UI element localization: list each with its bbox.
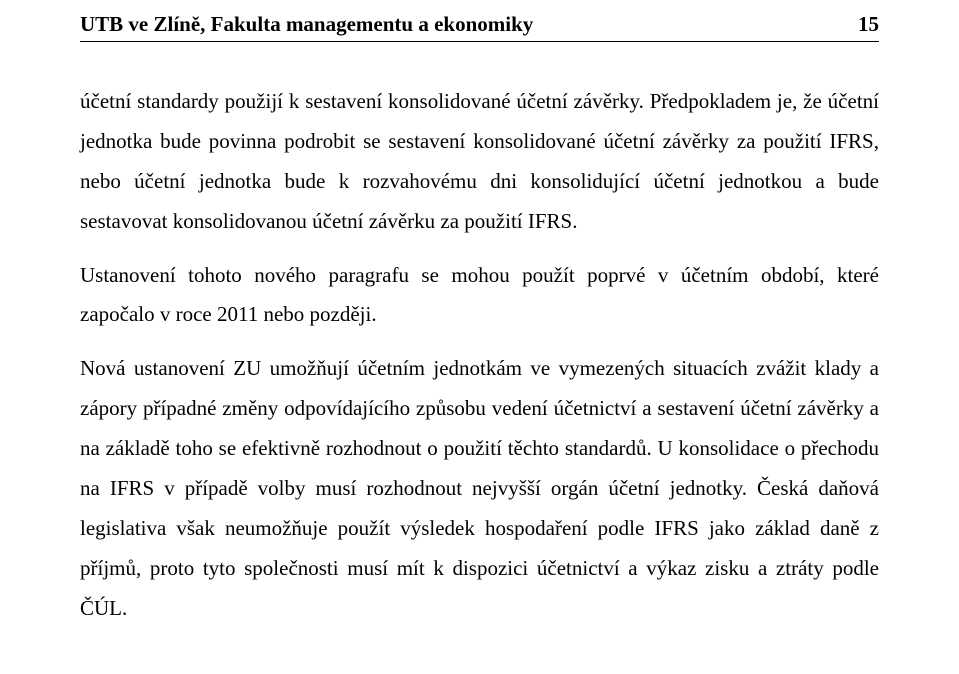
document-page: UTB ve Zlíně, Fakulta managementu a ekon… xyxy=(0,0,959,629)
paragraph-2: Ustanovení tohoto nového paragrafu se mo… xyxy=(80,256,879,336)
body-text: účetní standardy použijí k sestavení kon… xyxy=(80,82,879,629)
paragraph-1: účetní standardy použijí k sestavení kon… xyxy=(80,82,879,242)
running-header: UTB ve Zlíně, Fakulta managementu a ekon… xyxy=(80,12,879,42)
header-title: UTB ve Zlíně, Fakulta managementu a ekon… xyxy=(80,12,533,37)
header-page-number: 15 xyxy=(858,12,879,37)
paragraph-3: Nová ustanovení ZU umožňují účetním jedn… xyxy=(80,349,879,628)
